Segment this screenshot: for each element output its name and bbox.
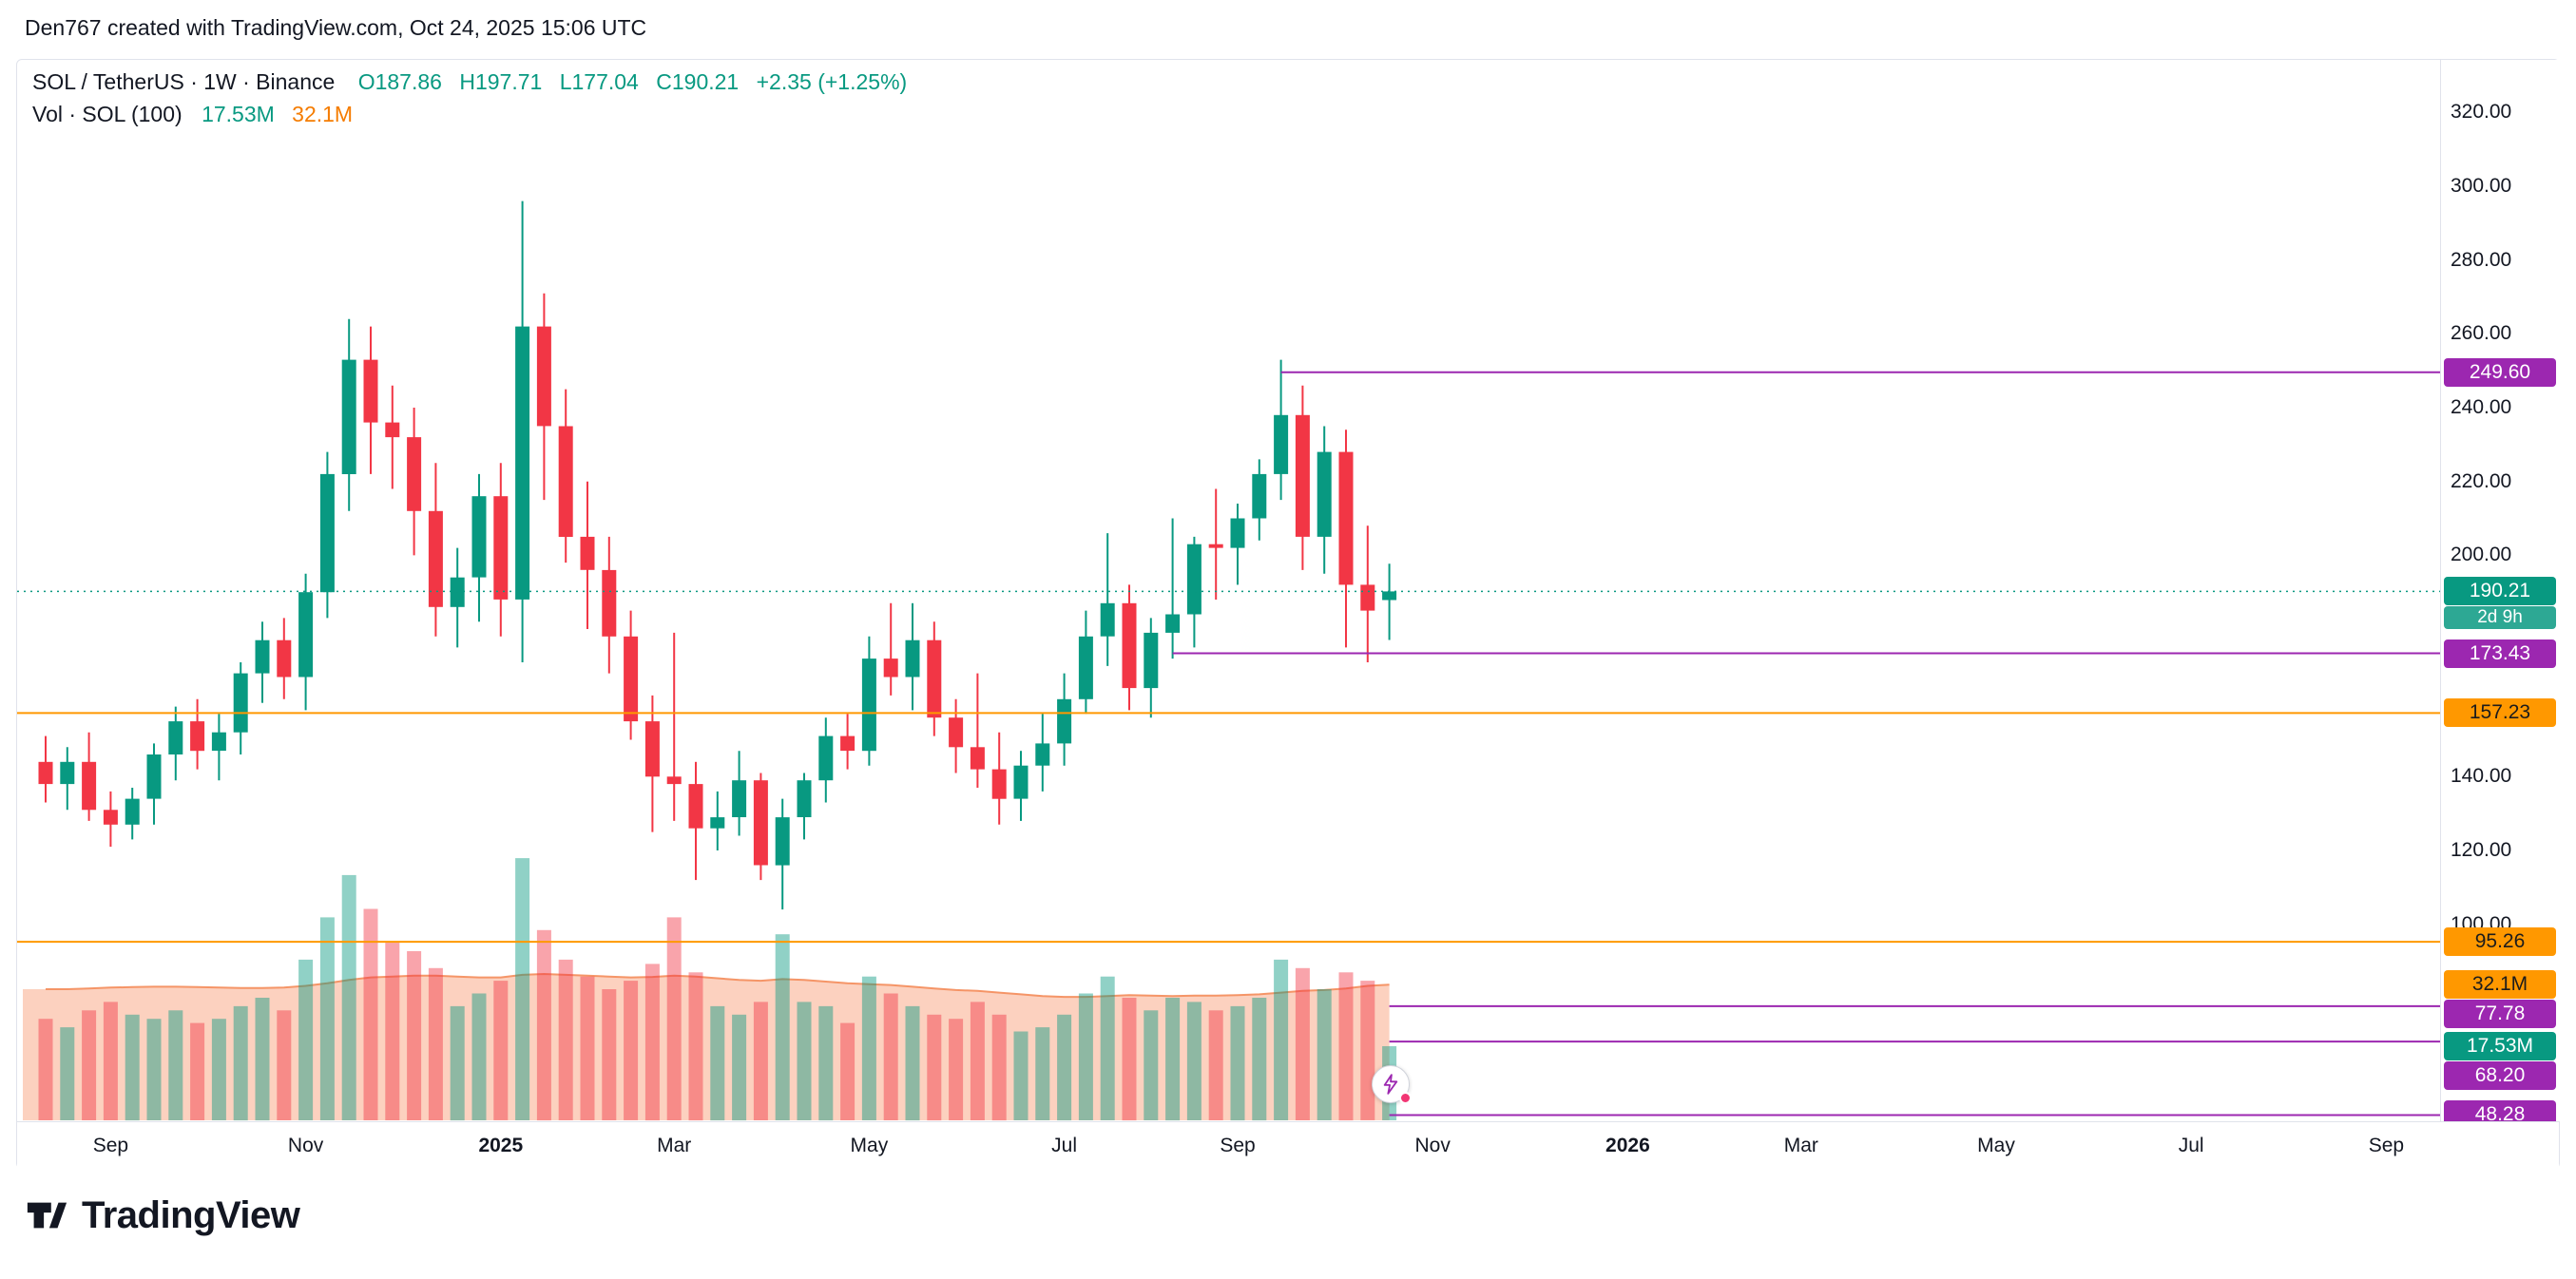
price-label: 77.78 (2444, 1000, 2556, 1029)
time-axis-label: Sep (1220, 1135, 1256, 1156)
volume-ma-value: 32.1M (292, 102, 354, 126)
time-axis-label: May (850, 1135, 889, 1156)
price-tick: 280.00 (2451, 248, 2512, 271)
ohlc-open: O187.86 (358, 69, 442, 94)
time-axis-label: Nov (1414, 1135, 1451, 1156)
volume-current-value: 17.53M (202, 102, 275, 126)
high-value: 197.71 (474, 69, 543, 94)
close-label: C (656, 69, 672, 94)
time-axis-label: Mar (657, 1135, 692, 1156)
price-label: 68.20 (2444, 1060, 2556, 1090)
price-tick: 140.00 (2451, 765, 2512, 788)
price-label: 157.23 (2444, 698, 2556, 728)
tradingview-logo-icon (27, 1202, 67, 1229)
price-tick: 220.00 (2451, 469, 2512, 492)
price-tick: 300.00 (2451, 175, 2512, 198)
volume-bars (38, 858, 1397, 1121)
chart-plot[interactable] (17, 60, 2440, 1121)
volume-ma-area (23, 972, 1390, 1120)
ohlc-high: H197.71 (459, 69, 542, 94)
time-axis-label: Sep (2368, 1135, 2405, 1156)
tradingview-brand[interactable]: TradingView (82, 1193, 300, 1236)
candlesticks (38, 200, 1397, 910)
chart-legend: SOL / TetherUS · 1W · Binance O187.86 H1… (32, 66, 907, 130)
time-axis-label: 2025 (478, 1135, 524, 1156)
price-axis[interactable]: 320.00 300.00 280.00 260.00 240.00 220.00 200.… (2440, 60, 2560, 1121)
time-axis-label: Mar (1783, 1135, 1818, 1156)
reaction-flash-icon[interactable] (1372, 1065, 1412, 1104)
price-label: 190.21 (2444, 577, 2556, 606)
price-tick: 120.00 (2451, 839, 2512, 861)
open-label: O (357, 69, 375, 94)
change-value: +2.35 (+1.25%) (756, 69, 908, 94)
footer: TradingView (25, 1193, 300, 1237)
ohlc-close: C190.21 (656, 69, 739, 94)
time-axis-label: May (1977, 1135, 2015, 1156)
price-tick: 260.00 (2451, 322, 2512, 345)
ohlc-low: L177.04 (560, 69, 639, 94)
symbol-title[interactable]: SOL / TetherUS · 1W · Binance (32, 69, 336, 94)
price-tick: 320.00 (2451, 101, 2512, 124)
time-axis-label: Sep (92, 1135, 129, 1156)
price-label: 173.43 (2444, 639, 2556, 668)
high-label: H (459, 69, 475, 94)
chart-container: SOL / TetherUS · 1W · Binance O187.86 H1… (16, 59, 2560, 1169)
time-axis-label: Jul (2178, 1135, 2204, 1156)
price-label: 17.53M (2444, 1031, 2556, 1060)
notification-dot (1399, 1092, 1412, 1104)
price-tick: 200.00 (2451, 544, 2512, 566)
price-label: 249.60 (2444, 357, 2556, 387)
tradingview-logo[interactable] (25, 1193, 68, 1237)
price-label: 48.28 (2444, 1100, 2556, 1121)
lightning-icon (1383, 1074, 1398, 1095)
legend-symbol-row: SOL / TetherUS · 1W · Binance O187.86 H1… (32, 66, 907, 98)
time-axis-label: Jul (1051, 1135, 1078, 1156)
price-tick: 240.00 (2451, 396, 2512, 419)
attribution-text: Den767 created with TradingView.com, Oct… (25, 15, 647, 40)
open-value: 187.86 (375, 69, 442, 94)
low-value: 177.04 (571, 69, 639, 94)
chart-canvas[interactable] (17, 60, 2440, 1121)
level-lines[interactable] (17, 371, 2440, 1117)
legend-volume-row: Vol · SOL (100) 17.53M 32.1M (32, 98, 907, 130)
countdown-label: 2d 9h (2444, 606, 2556, 630)
price-label: 32.1M (2444, 970, 2556, 1000)
volume-indicator-label[interactable]: Vol · SOL (100) (32, 102, 183, 126)
time-axis-label: Nov (287, 1135, 324, 1156)
time-axis[interactable]: Sep Nov 2025 Mar May Jul Sep Nov 2026 Mar May Jul Se… (17, 1121, 2559, 1169)
close-value: 190.21 (671, 69, 740, 94)
time-axis-label: 2026 (1605, 1135, 1650, 1156)
price-label: 95.26 (2444, 927, 2556, 957)
low-label: L (559, 69, 572, 94)
